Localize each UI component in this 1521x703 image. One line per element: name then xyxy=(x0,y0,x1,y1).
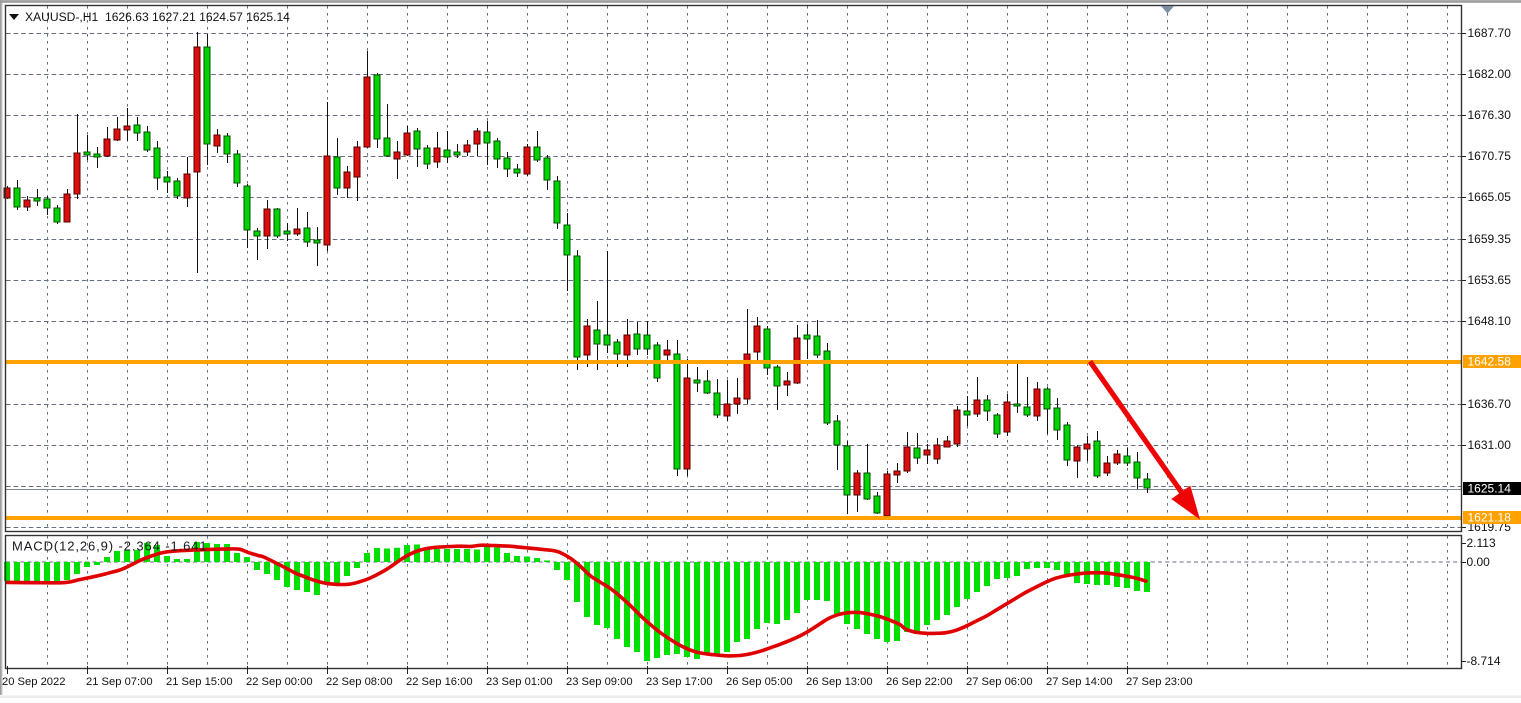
svg-text:1636.70: 1636.70 xyxy=(1468,397,1512,411)
svg-text:23 Sep 01:00: 23 Sep 01:00 xyxy=(486,676,553,688)
svg-text:22 Sep 08:00: 22 Sep 08:00 xyxy=(326,676,393,688)
svg-text:21 Sep 07:00: 21 Sep 07:00 xyxy=(86,676,153,688)
svg-text:0.00: 0.00 xyxy=(1467,555,1491,569)
svg-text:1648.10: 1648.10 xyxy=(1468,314,1512,328)
svg-text:1676.30: 1676.30 xyxy=(1468,108,1512,122)
svg-text:26 Sep 22:00: 26 Sep 22:00 xyxy=(886,676,953,688)
svg-text:23 Sep 17:00: 23 Sep 17:00 xyxy=(646,676,713,688)
svg-text:1625.14: 1625.14 xyxy=(1468,482,1512,496)
svg-text:26 Sep 13:00: 26 Sep 13:00 xyxy=(806,676,873,688)
svg-text:27 Sep 06:00: 27 Sep 06:00 xyxy=(966,676,1033,688)
svg-text:1653.65: 1653.65 xyxy=(1468,273,1512,287)
svg-text:2.113: 2.113 xyxy=(1467,536,1496,550)
svg-text:20 Sep 2022: 20 Sep 2022 xyxy=(2,676,65,688)
svg-text:-8.714: -8.714 xyxy=(1467,654,1501,668)
svg-text:1687.70: 1687.70 xyxy=(1468,26,1512,40)
svg-text:1642.58: 1642.58 xyxy=(1468,355,1512,369)
svg-text:23 Sep 09:00: 23 Sep 09:00 xyxy=(566,676,633,688)
svg-text:1665.05: 1665.05 xyxy=(1468,190,1512,204)
svg-text:27 Sep 14:00: 27 Sep 14:00 xyxy=(1046,676,1113,688)
svg-text:XAUUSD-,H1 1626.63 1627.21 16: XAUUSD-,H1 1626.63 1627.21 1624.57 1625.… xyxy=(25,10,290,24)
svg-text:1682.00: 1682.00 xyxy=(1468,67,1512,81)
svg-text:MACD(12,26,9) -2.364 -1.641: MACD(12,26,9) -2.364 -1.641 xyxy=(12,539,208,554)
svg-text:27 Sep 23:00: 27 Sep 23:00 xyxy=(1126,676,1193,688)
svg-text:1621.18: 1621.18 xyxy=(1468,511,1512,525)
svg-text:21 Sep 15:00: 21 Sep 15:00 xyxy=(166,676,233,688)
svg-text:1631.00: 1631.00 xyxy=(1468,438,1512,452)
svg-text:1659.35: 1659.35 xyxy=(1468,232,1512,246)
svg-text:26 Sep 05:00: 26 Sep 05:00 xyxy=(726,676,793,688)
svg-text:1670.75: 1670.75 xyxy=(1468,149,1512,163)
svg-text:22 Sep 00:00: 22 Sep 00:00 xyxy=(246,676,313,688)
svg-text:22 Sep 16:00: 22 Sep 16:00 xyxy=(406,676,473,688)
